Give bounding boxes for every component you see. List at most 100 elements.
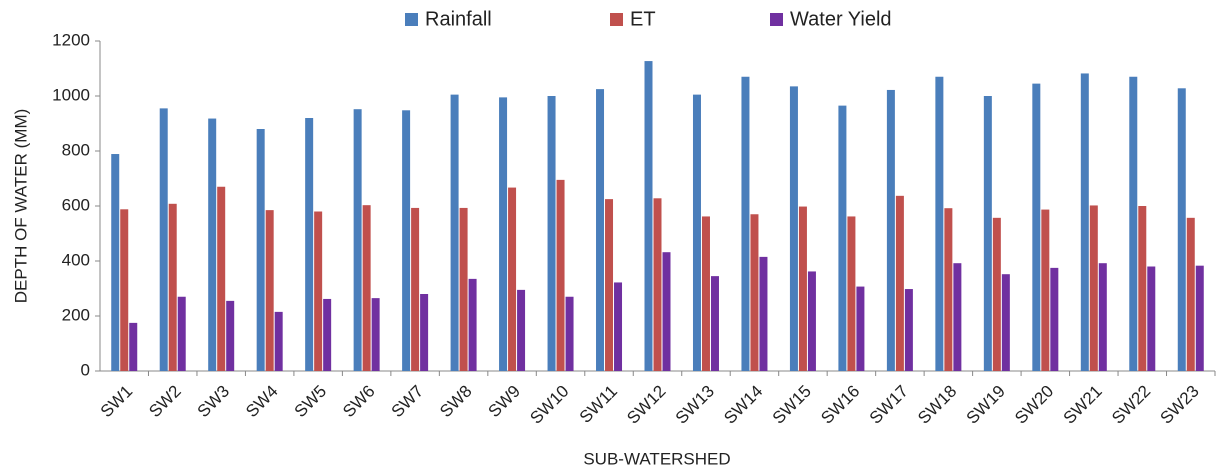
- bar: [468, 278, 477, 371]
- x-tick-label: SW2: [145, 382, 184, 421]
- bar: [653, 198, 662, 371]
- bar: [1138, 206, 1147, 371]
- bar: [362, 205, 371, 371]
- x-tick-label: SW17: [866, 382, 912, 428]
- x-tick-label: SW4: [242, 382, 281, 421]
- bar: [256, 129, 265, 371]
- x-tick-label: SW14: [720, 382, 766, 428]
- bar: [508, 187, 517, 371]
- bar: [217, 186, 226, 371]
- x-tick-label: SW15: [769, 382, 815, 428]
- bar: [605, 199, 614, 371]
- bar: [517, 289, 526, 371]
- bar: [1001, 274, 1010, 371]
- bar: [1129, 76, 1138, 371]
- bar: [992, 217, 1001, 371]
- x-tick-label: SW7: [388, 382, 427, 421]
- bar: [596, 89, 605, 371]
- bar: [847, 216, 856, 371]
- legend-swatch: [610, 13, 623, 26]
- x-tick-label: SW16: [817, 382, 863, 428]
- bar: [420, 294, 429, 371]
- x-tick-label: SW8: [436, 382, 475, 421]
- bar: [556, 179, 565, 371]
- bar: [353, 109, 362, 371]
- bar: [983, 96, 992, 371]
- bar: [856, 286, 865, 371]
- bar: [644, 61, 653, 371]
- bar: [1098, 263, 1107, 371]
- bar: [1195, 265, 1204, 371]
- bar: [1177, 88, 1186, 372]
- bar: [1089, 205, 1098, 371]
- bar: [614, 282, 623, 371]
- x-tick-label: SW10: [526, 382, 572, 428]
- x-axis-title: SUB-WATERSHED: [583, 449, 730, 468]
- bar: [741, 76, 750, 371]
- y-axis-title: DEPTH OF WATER (MM): [11, 109, 30, 304]
- bar: [323, 298, 332, 371]
- bar: [1147, 266, 1156, 371]
- bar: [710, 276, 719, 371]
- x-tick-label: SW9: [485, 382, 524, 421]
- bar: [208, 118, 217, 371]
- x-tick-label: SW1: [97, 382, 136, 421]
- bar: [1186, 217, 1195, 371]
- x-tick-label: SW13: [672, 382, 718, 428]
- y-tick-label: 200: [62, 305, 90, 324]
- bar: [265, 210, 274, 371]
- y-tick-label: 800: [62, 140, 90, 159]
- bar: [807, 271, 816, 371]
- bar: [750, 214, 759, 371]
- legend-swatch: [405, 13, 418, 26]
- bar: [1050, 267, 1059, 371]
- bar: [305, 118, 314, 371]
- x-tick-label: SW5: [291, 382, 330, 421]
- bar: [759, 256, 768, 371]
- bar: [1032, 83, 1041, 371]
- bar: [274, 311, 283, 371]
- bar: [904, 289, 913, 371]
- bar: [565, 296, 574, 371]
- x-tick-label: SW18: [914, 382, 960, 428]
- bar: [111, 154, 120, 371]
- x-tick-label: SW20: [1011, 382, 1057, 428]
- x-tick-label: SW12: [623, 382, 669, 428]
- bar: [120, 209, 129, 371]
- legend-label: Rainfall: [425, 8, 492, 30]
- y-tick-label: 1000: [52, 85, 90, 104]
- bar: [411, 207, 420, 371]
- bar: [177, 296, 186, 371]
- bar: [789, 86, 798, 371]
- x-tick-label: SW22: [1108, 382, 1154, 428]
- bar: [547, 96, 556, 371]
- bar: [129, 322, 138, 371]
- y-tick-label: 1200: [52, 30, 90, 49]
- bar: [314, 211, 323, 371]
- bar: [1041, 209, 1050, 371]
- y-tick-label: 0: [81, 360, 90, 379]
- x-tick-label: SW23: [1157, 382, 1203, 428]
- x-tick-label: SW21: [1060, 382, 1106, 428]
- bar: [886, 89, 895, 371]
- bar: [371, 298, 380, 371]
- bar: [944, 208, 953, 371]
- bar: [662, 252, 671, 371]
- y-tick-label: 600: [62, 195, 90, 214]
- legend-label: Water Yield: [790, 8, 892, 30]
- x-tick-label: SW19: [963, 382, 1009, 428]
- bar: [499, 97, 508, 371]
- bar: [838, 105, 847, 371]
- x-tick-label: SW6: [339, 382, 378, 421]
- bar: [459, 207, 468, 371]
- legend-swatch: [770, 13, 783, 26]
- bar: [935, 76, 944, 371]
- bar: [402, 110, 411, 372]
- bar: [159, 108, 168, 371]
- bar: [1080, 73, 1089, 371]
- bar: [692, 94, 701, 371]
- bar: [168, 203, 177, 371]
- y-tick-label: 400: [62, 250, 90, 269]
- bar: [701, 216, 710, 371]
